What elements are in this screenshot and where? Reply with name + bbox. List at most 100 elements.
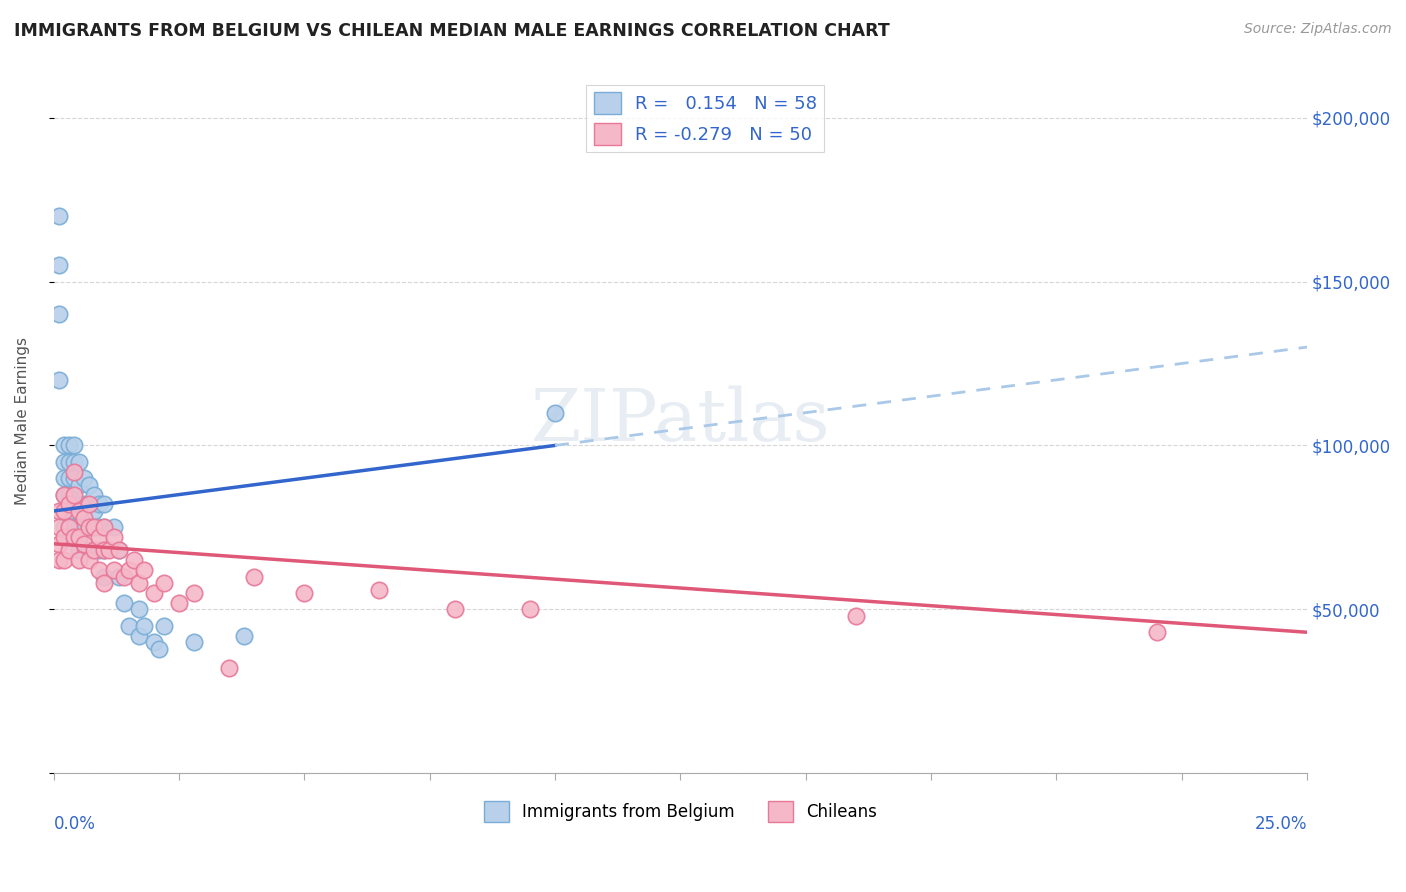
Point — [93, 520, 115, 534]
Point — [73, 520, 96, 534]
Text: ZIPatlas: ZIPatlas — [530, 385, 830, 456]
Point — [83, 543, 105, 558]
Text: Source: ZipAtlas.com: Source: ZipAtlas.com — [1244, 22, 1392, 37]
Point — [48, 537, 70, 551]
Point — [52, 487, 75, 501]
Point — [443, 602, 465, 616]
Point — [58, 455, 80, 469]
Point — [142, 635, 165, 649]
Point — [118, 563, 141, 577]
Point — [58, 438, 80, 452]
Point — [83, 487, 105, 501]
Point — [48, 307, 70, 321]
Point — [233, 628, 256, 642]
Point — [48, 504, 70, 518]
Point — [73, 537, 96, 551]
Text: 25.0%: 25.0% — [1254, 815, 1308, 833]
Point — [87, 543, 110, 558]
Point — [93, 498, 115, 512]
Legend: R =   0.154   N = 58, R = -0.279   N = 50: R = 0.154 N = 58, R = -0.279 N = 50 — [586, 85, 824, 153]
Point — [73, 498, 96, 512]
Point — [77, 553, 100, 567]
Point — [52, 553, 75, 567]
Point — [58, 471, 80, 485]
Point — [52, 438, 75, 452]
Point — [83, 543, 105, 558]
Point — [52, 504, 75, 518]
Point — [67, 543, 90, 558]
Point — [67, 530, 90, 544]
Point — [519, 602, 541, 616]
Point — [97, 543, 120, 558]
Point — [52, 455, 75, 469]
Point — [67, 455, 90, 469]
Point — [77, 520, 100, 534]
Point — [243, 569, 266, 583]
Point — [58, 504, 80, 518]
Point — [132, 618, 155, 632]
Point — [67, 498, 90, 512]
Point — [845, 608, 868, 623]
Y-axis label: Median Male Earnings: Median Male Earnings — [15, 337, 30, 505]
Point — [218, 661, 240, 675]
Point — [62, 520, 84, 534]
Point — [77, 498, 100, 512]
Point — [67, 520, 90, 534]
Point — [167, 596, 190, 610]
Point — [103, 520, 125, 534]
Point — [128, 628, 150, 642]
Point — [122, 553, 145, 567]
Point — [67, 504, 90, 518]
Point — [112, 569, 135, 583]
Point — [58, 498, 80, 512]
Point — [87, 530, 110, 544]
Point — [93, 576, 115, 591]
Point — [58, 520, 80, 534]
Point — [183, 635, 205, 649]
Point — [62, 530, 84, 544]
Point — [368, 582, 391, 597]
Point — [142, 586, 165, 600]
Point — [128, 602, 150, 616]
Point — [292, 586, 315, 600]
Point — [93, 520, 115, 534]
Point — [103, 530, 125, 544]
Point — [73, 471, 96, 485]
Point — [93, 543, 115, 558]
Point — [62, 455, 84, 469]
Point — [118, 618, 141, 632]
Text: IMMIGRANTS FROM BELGIUM VS CHILEAN MEDIAN MALE EARNINGS CORRELATION CHART: IMMIGRANTS FROM BELGIUM VS CHILEAN MEDIA… — [14, 22, 890, 40]
Point — [52, 504, 75, 518]
Point — [107, 543, 129, 558]
Point — [62, 465, 84, 479]
Point — [183, 586, 205, 600]
Point — [128, 576, 150, 591]
Point — [48, 258, 70, 272]
Point — [83, 520, 105, 534]
Point — [62, 498, 84, 512]
Point — [153, 618, 176, 632]
Point — [67, 553, 90, 567]
Point — [58, 520, 80, 534]
Point — [58, 543, 80, 558]
Point — [77, 520, 100, 534]
Point — [62, 487, 84, 501]
Point — [52, 530, 75, 544]
Point — [77, 543, 100, 558]
Point — [103, 563, 125, 577]
Point — [73, 510, 96, 524]
Point — [1146, 625, 1168, 640]
Point — [87, 498, 110, 512]
Point — [58, 487, 80, 501]
Point — [93, 569, 115, 583]
Point — [153, 576, 176, 591]
Point — [67, 477, 90, 491]
Point — [93, 543, 115, 558]
Point — [62, 438, 84, 452]
Point — [87, 563, 110, 577]
Point — [52, 471, 75, 485]
Point — [77, 498, 100, 512]
Text: 0.0%: 0.0% — [53, 815, 96, 833]
Point — [107, 543, 129, 558]
Point — [544, 406, 567, 420]
